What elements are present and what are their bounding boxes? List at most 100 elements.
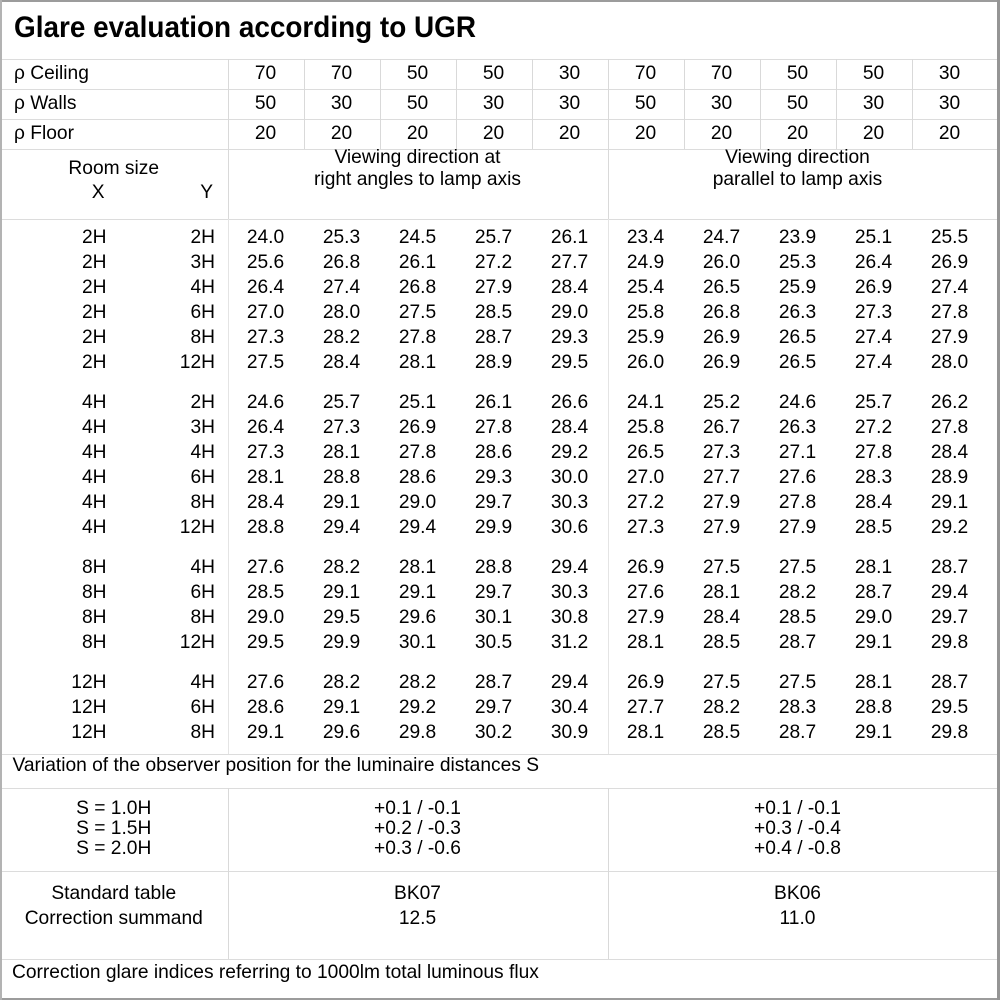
ugr-value: 28.3 — [854, 467, 893, 488]
reflectance-value: 30 — [938, 93, 961, 114]
reflectance-label: ρ Walls — [14, 93, 77, 114]
reflectance-row: ρ Floor 20 20 20 20 20 20 20 20 20 20 — [0, 119, 1000, 149]
ugr-value: 27.7 — [626, 697, 665, 718]
ugr-row: 4H 12H 28.8 29.4 29.4 29.9 30.6 27.3 27.9 27.9 28.… — [0, 515, 1000, 540]
ugr-value: 28.5 — [778, 607, 817, 628]
ugr-value: 29.2 — [930, 517, 969, 538]
ugr-value: 29.7 — [474, 582, 513, 603]
ugr-value: 25.3 — [322, 227, 361, 248]
ugr-value: 26.0 — [626, 352, 665, 373]
vline-rho-2 — [379, 59, 381, 149]
ugr-value: 29.4 — [550, 557, 589, 578]
ugr-value: 29.8 — [930, 722, 969, 743]
ugr-value: 31.2 — [550, 632, 589, 653]
ugr-value: 28.1 — [626, 632, 665, 653]
ugr-value: 26.5 — [626, 442, 665, 463]
ugr-value: 28.4 — [854, 492, 893, 513]
right-angles-variation: +0.2 / -0.3 — [374, 818, 461, 840]
room-y-value: 6H — [190, 582, 215, 603]
ugr-value: 29.1 — [854, 632, 893, 653]
vline-rho-5 — [683, 59, 685, 149]
ugr-value: 25.9 — [778, 277, 817, 298]
ugr-value: 29.9 — [322, 632, 361, 653]
ugr-value: 27.9 — [626, 607, 665, 628]
ugr-value: 28.1 — [246, 467, 285, 488]
room-x-value: 2H — [81, 327, 107, 348]
room-x-value: 8H — [81, 582, 107, 603]
reflectance-value: 20 — [938, 123, 961, 144]
ugr-value: 28.5 — [702, 632, 741, 653]
ugr-value: 30.0 — [550, 467, 589, 488]
ugr-value: 28.1 — [322, 442, 361, 463]
ugr-value: 25.9 — [626, 327, 665, 348]
ugr-value: 27.0 — [246, 302, 285, 323]
ugr-value: 26.0 — [702, 252, 741, 273]
ugr-value: 27.5 — [778, 557, 817, 578]
reflectance-value: 20 — [862, 123, 885, 144]
reflectance-value: 20 — [254, 123, 277, 144]
standard-table-section: Standard table BK07 BK06 Correction summand… — [0, 871, 1000, 959]
ugr-value: 29.5 — [930, 697, 969, 718]
room-y-value: 4H — [190, 442, 215, 463]
reflectance-value: 50 — [406, 93, 429, 114]
room-x-value: 2H — [81, 302, 107, 323]
ugr-value: 28.7 — [930, 557, 969, 578]
ugr-value: 25.3 — [778, 252, 817, 273]
ugr-value: 25.8 — [626, 302, 665, 323]
title-row: Glare evaluation according to UGR — [0, 2, 1000, 59]
right-angles-standard: BK07 — [394, 882, 441, 904]
variation-note-row: Variation of the observer position for t… — [0, 754, 1000, 788]
reflectance-value: 50 — [406, 63, 429, 84]
right-angles-variation: +0.3 / -0.6 — [374, 837, 461, 859]
ugr-value: 26.5 — [778, 352, 817, 373]
outer-border-right — [997, 0, 1000, 1000]
standard-row-label: Correction summand — [24, 907, 203, 929]
reflectance-value: 20 — [634, 123, 657, 144]
ugr-value: 28.5 — [474, 302, 513, 323]
ugr-value: 29.1 — [322, 492, 361, 513]
room-x-label: X — [91, 182, 105, 203]
ugr-value: 30.1 — [398, 632, 437, 653]
right-angles-standard: 12.5 — [398, 907, 437, 929]
room-y-value: 6H — [190, 467, 215, 488]
ugr-row: 8H 4H 27.6 28.2 28.1 28.8 29.4 26.9 27.5 27.5 28.1… — [0, 555, 1000, 580]
ugr-row: 4H 6H 28.1 28.8 28.6 29.3 30.0 27.0 27.7 27.6 28.3… — [0, 465, 1000, 490]
outer-border-bottom — [0, 997, 1000, 1000]
divider-below-s-rows — [1, 871, 997, 872]
ugr-value: 26.4 — [246, 417, 285, 438]
ugr-row: 8H 6H 28.5 29.1 29.1 29.7 30.3 27.6 28.1 28.2 28.7… — [0, 580, 1000, 605]
ugr-value: 28.8 — [246, 517, 285, 538]
room-y-value: 2H — [190, 392, 215, 413]
ugr-value: 30.3 — [550, 582, 589, 603]
room-y-value: 4H — [190, 277, 215, 298]
ugr-value: 29.8 — [398, 722, 437, 743]
room-y-value: 12H — [179, 632, 215, 653]
parallel-standard: 11.0 — [779, 907, 816, 929]
ugr-value: 28.1 — [702, 582, 741, 603]
ugr-value: 26.1 — [398, 252, 437, 273]
ugr-value: 28.2 — [322, 327, 361, 348]
ugr-value: 30.3 — [550, 492, 589, 513]
ugr-value: 29.4 — [930, 582, 969, 603]
reflectance-value: 50 — [862, 63, 885, 84]
ugr-value: 28.8 — [854, 697, 893, 718]
reflectance-value: 30 — [558, 93, 581, 114]
ugr-value: 27.2 — [626, 492, 665, 513]
room-x-value: 4H — [81, 417, 107, 438]
reflectance-value: 70 — [254, 63, 277, 84]
ugr-value: 29.7 — [474, 492, 513, 513]
room-x-value: 12H — [71, 722, 107, 743]
reflectance-value: 20 — [482, 123, 505, 144]
ugr-value: 27.7 — [550, 252, 589, 273]
ugr-value: 30.4 — [550, 697, 589, 718]
ugr-value: 28.7 — [778, 722, 817, 743]
ugr-value: 28.4 — [550, 277, 589, 298]
distance-label: S = 1.5H — [76, 818, 152, 840]
room-y-value: 6H — [190, 302, 215, 323]
ugr-value: 27.2 — [854, 417, 893, 438]
ugr-value: 23.4 — [626, 227, 665, 248]
ugr-value: 27.6 — [246, 672, 285, 693]
ugr-value: 25.5 — [930, 227, 969, 248]
room-x-value: 12H — [71, 672, 107, 693]
